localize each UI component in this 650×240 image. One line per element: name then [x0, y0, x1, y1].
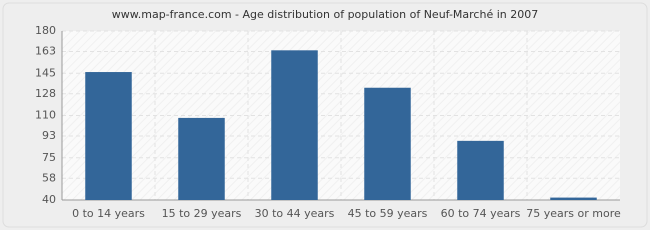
bar	[364, 87, 411, 200]
y-tick-label: 93	[42, 129, 56, 142]
x-tick-label: 15 to 29 years	[162, 207, 242, 220]
y-tick-label: 163	[35, 45, 56, 58]
y-tick-label: 40	[42, 193, 56, 206]
x-tick-label: 60 to 74 years	[441, 207, 521, 220]
chart: www.map-france.com - Age distribution of…	[0, 0, 650, 230]
bar	[457, 140, 504, 200]
x-tick-label: 0 to 14 years	[72, 207, 145, 220]
y-tick-label: 58	[42, 171, 56, 184]
chart-title: www.map-france.com - Age distribution of…	[112, 8, 538, 21]
x-tick-label: 30 to 44 years	[255, 207, 335, 220]
y-tick-label: 180	[35, 24, 56, 37]
bar	[178, 117, 225, 200]
bar	[85, 72, 132, 200]
y-tick-label: 110	[35, 109, 56, 122]
y-tick-label: 145	[35, 66, 56, 79]
bar	[550, 197, 597, 200]
y-tick-label: 128	[35, 87, 56, 100]
x-tick-label: 45 to 59 years	[348, 207, 428, 220]
y-tick-label: 75	[42, 151, 56, 164]
x-tick-label: 75 years or more	[526, 207, 621, 220]
bar	[271, 50, 318, 200]
